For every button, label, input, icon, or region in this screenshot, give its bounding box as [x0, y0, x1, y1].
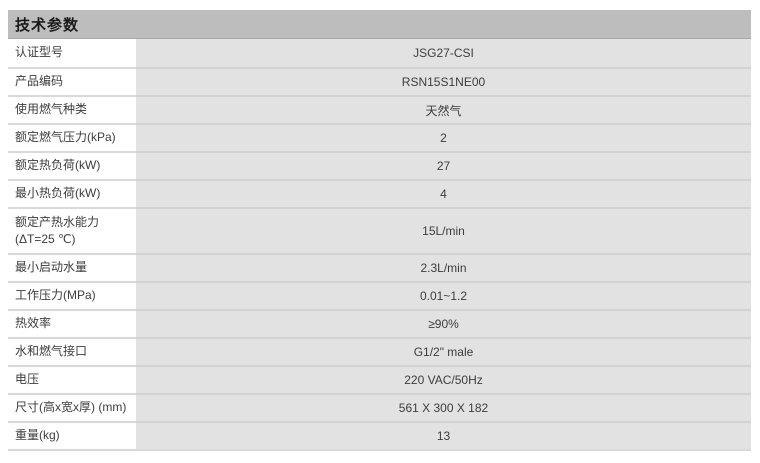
- spec-label: 使用燃气种类: [8, 95, 136, 123]
- spec-value: 220 VAC/50Hz: [136, 365, 751, 393]
- spec-value: ≥90%: [136, 309, 751, 337]
- spec-label-text: 认证型号: [15, 45, 64, 60]
- spec-label-text: 额定产热水能力: [15, 214, 100, 229]
- tech-specs-table: 技术参数 认证型号 JSG27-CSI 产品编码 RSN15S1NE00 使用燃…: [8, 10, 751, 451]
- spec-row: 额定热负荷(kW) 27: [8, 151, 751, 179]
- spec-value: 2: [136, 123, 751, 151]
- spec-label: 水和燃气接口: [8, 337, 136, 365]
- spec-label-text: 额定热负荷(kW): [15, 158, 101, 173]
- spec-row: 工作压力(MPa) 0.01~1.2: [8, 281, 751, 309]
- spec-row: 额定产热水能力 (ΔT=25 ℃) 15L/min: [8, 207, 751, 253]
- spec-label: 尺寸(高x宽x厚) (mm): [8, 393, 136, 421]
- spec-label-text: 最小启动水量: [15, 260, 88, 275]
- spec-row: 认证型号 JSG27-CSI: [8, 39, 751, 67]
- spec-value: 0.01~1.2: [136, 281, 751, 309]
- spec-label-text: 额定燃气压力(kPa): [15, 130, 116, 145]
- spec-label: 最小启动水量: [8, 253, 136, 281]
- spec-row: 最小热负荷(kW) 4: [8, 179, 751, 207]
- spec-value: 15L/min: [136, 207, 751, 253]
- spec-row: 最小启动水量 2.3L/min: [8, 253, 751, 281]
- spec-row: 产品编码 RSN15S1NE00: [8, 67, 751, 95]
- spec-label-text: 最小热负荷(kW): [15, 186, 101, 201]
- spec-label-text: 热效率: [15, 316, 52, 331]
- spec-label: 额定热负荷(kW): [8, 151, 136, 179]
- spec-label-text: 使用燃气种类: [15, 102, 88, 117]
- spec-label: 电压: [8, 365, 136, 393]
- spec-value: G1/2" male: [136, 337, 751, 365]
- spec-row: 重量(kg) 13: [8, 421, 751, 449]
- spec-label-text: 水和燃气接口: [15, 344, 88, 359]
- spec-label: 热效率: [8, 309, 136, 337]
- spec-value: 13: [136, 421, 751, 449]
- spec-row: 电压 220 VAC/50Hz: [8, 365, 751, 393]
- spec-row: 使用燃气种类 天然气: [8, 95, 751, 123]
- spec-value: 27: [136, 151, 751, 179]
- spec-label: 重量(kg): [8, 421, 136, 449]
- spec-label: 额定燃气压力(kPa): [8, 123, 136, 151]
- spec-label: 工作压力(MPa): [8, 281, 136, 309]
- spec-row: 热效率 ≥90%: [8, 309, 751, 337]
- spec-label: 额定产热水能力 (ΔT=25 ℃): [8, 207, 136, 253]
- spec-label-text: 工作压力(MPa): [15, 288, 96, 303]
- spec-row: 额定燃气压力(kPa) 2: [8, 123, 751, 151]
- spec-value: RSN15S1NE00: [136, 67, 751, 95]
- spec-label: 最小热负荷(kW): [8, 179, 136, 207]
- spec-label-text: 产品编码: [15, 74, 64, 89]
- spec-label-subtext: (ΔT=25 ℃): [15, 232, 76, 246]
- spec-label-text: 重量(kg): [15, 428, 60, 443]
- spec-label: 认证型号: [8, 39, 136, 67]
- spec-value: 4: [136, 179, 751, 207]
- spec-value: 天然气: [136, 95, 751, 123]
- spec-label: 产品编码: [8, 67, 136, 95]
- spec-rows: 认证型号 JSG27-CSI 产品编码 RSN15S1NE00 使用燃气种类 天…: [8, 39, 751, 451]
- spec-row: 水和燃气接口 G1/2" male: [8, 337, 751, 365]
- spec-row: 尺寸(高x宽x厚) (mm) 561 X 300 X 182: [8, 393, 751, 421]
- spec-label-text: 电压: [15, 372, 40, 387]
- spec-value: JSG27-CSI: [136, 39, 751, 67]
- spec-value: 2.3L/min: [136, 253, 751, 281]
- spec-value: 561 X 300 X 182: [136, 393, 751, 421]
- spec-label-text: 尺寸(高x宽x厚) (mm): [15, 400, 127, 415]
- table-title: 技术参数: [8, 10, 751, 39]
